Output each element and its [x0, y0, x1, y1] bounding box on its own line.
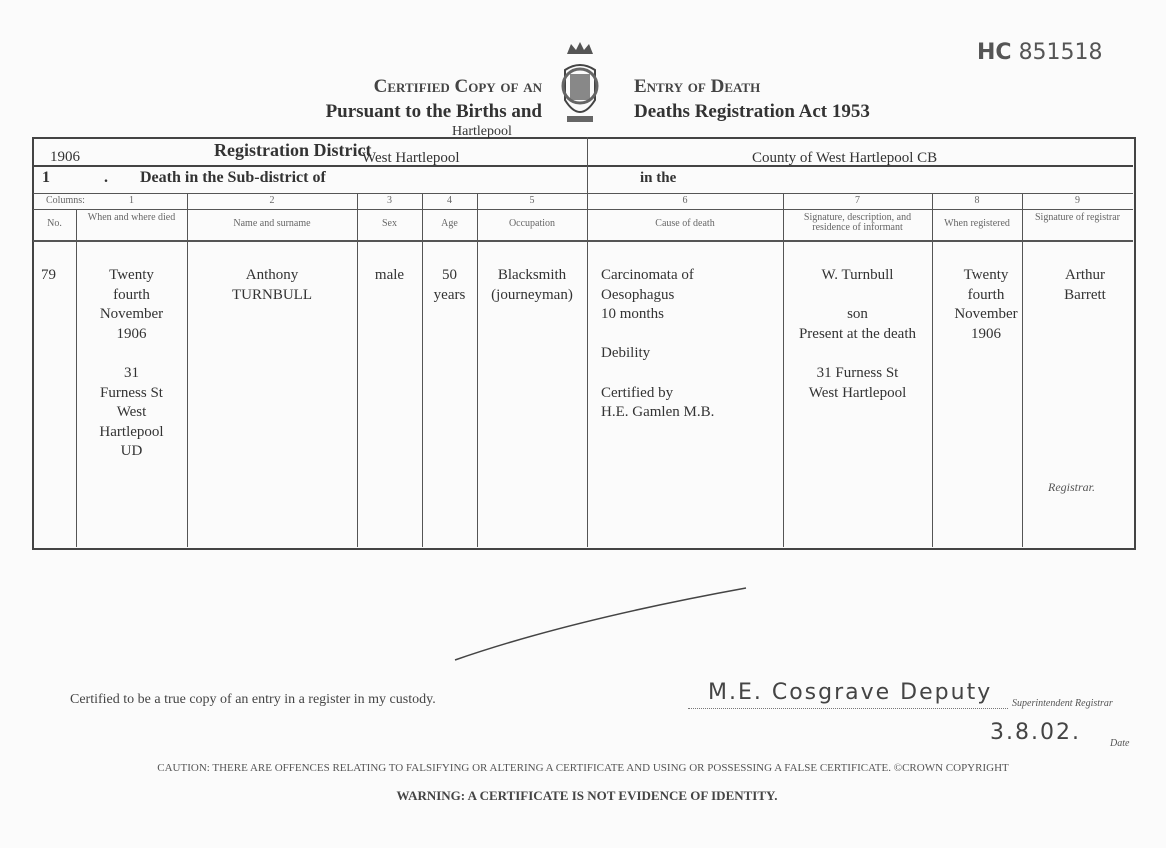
informant-line: W. Turnbull: [821, 267, 894, 283]
entry-no: 79: [41, 267, 56, 283]
cancellation-stroke: [454, 587, 747, 661]
when_where-line: 31: [124, 364, 139, 381]
registration-district-label: Registration District: [214, 140, 372, 160]
warning-text: WARNING: A CERTIFICATE IS NOT EVIDENCE O…: [396, 788, 778, 803]
registered-line: fourth: [967, 286, 1005, 303]
col-no-head: No.: [47, 218, 62, 229]
cause-line: H.E. Gamlen M.B.: [601, 404, 715, 421]
registrar-label: Registrar.: [1048, 480, 1096, 494]
superintendent-signature: M.E. Cosgrave Deputy: [708, 680, 993, 705]
column-number-7: 7: [855, 195, 860, 206]
cause-line: Carcinomata of: [601, 267, 694, 283]
register-table: [32, 137, 1136, 550]
column-number-4: 4: [447, 195, 452, 206]
registration-district-value: West Hartlepool: [362, 150, 460, 166]
cause-of-death: Carcinomata of Oesophagus 10 months Debilit…: [601, 266, 781, 423]
column-head-7: Signature, description, and residence of…: [803, 212, 912, 233]
informant-line: Present at the death: [798, 325, 917, 342]
registered-line: 1906: [971, 325, 1001, 342]
occupation-line: (journeyman): [491, 286, 573, 303]
when_where-line: Hartlepool: [99, 423, 164, 440]
column-number-9: 9: [1075, 195, 1080, 206]
entry-number-header: 1: [42, 169, 50, 186]
cause-line: [601, 325, 781, 345]
informant-line: [783, 286, 932, 306]
cause-line: 10 months: [601, 306, 664, 323]
column-head-6: Cause of death: [655, 218, 715, 229]
serial-number: HC 851518: [977, 40, 1103, 65]
superintendent-title: Superintendent Registrar: [1012, 698, 1113, 709]
registrar-line: Barrett: [1064, 286, 1106, 303]
sub-district-label: Death in the Sub-district of: [140, 169, 326, 186]
when_where-line: [76, 344, 187, 364]
date-label: Date: [1110, 738, 1130, 749]
age-line: years: [433, 286, 466, 303]
serial-value: 851518: [1018, 40, 1103, 65]
column-head-8: When registered: [944, 218, 1010, 229]
cause-line: [601, 364, 781, 384]
informant-line: son: [847, 306, 868, 323]
registrar-signature: Arthur Barrett: [1040, 266, 1130, 305]
dot: .: [104, 169, 108, 186]
registered-line: Twenty: [963, 267, 1009, 283]
caution-text: CAUTION: THERE ARE OFFENCES RELATING TO …: [157, 762, 1009, 774]
district-above: Hartlepool: [452, 124, 512, 139]
column-head-1: When and where died: [87, 212, 176, 223]
name-line: Anthony: [245, 267, 299, 283]
when-registered: Twenty fourth November 1906: [932, 266, 1040, 344]
informant: W. Turnbull son Present at the death 31 Fur…: [783, 266, 932, 403]
column-head-9: Signature of registrar: [1035, 212, 1120, 223]
when_where-line: West: [116, 404, 147, 421]
occupation: Blacksmith (journeyman): [477, 266, 587, 305]
sex: male: [374, 267, 405, 283]
in-the-label: in the: [640, 170, 677, 186]
column-number-8: 8: [974, 195, 980, 206]
column-head-5: Occupation: [508, 218, 556, 229]
when_where-line: Twenty: [109, 267, 154, 283]
cause-line: Debility: [601, 345, 651, 362]
certificate-date: 3.8.02.: [990, 720, 1081, 745]
registrar-line: Arthur: [1065, 267, 1105, 283]
column-number-6: 6: [682, 195, 688, 206]
when_where-line: fourth: [113, 286, 150, 303]
column-head-4: Age: [441, 218, 458, 229]
name-line: TURNBULL: [232, 286, 312, 303]
cause-line: Oesophagus: [601, 286, 675, 303]
serial-prefix: HC: [977, 40, 1012, 65]
age: 50 years: [422, 266, 477, 305]
name-surname: Anthony TURNBULL: [187, 266, 357, 305]
informant-line: 31 Furness St: [816, 364, 899, 381]
column-number-1: 1: [129, 195, 134, 206]
column-number-3: 3: [387, 195, 392, 206]
title-right-1: Entry of Death: [634, 76, 761, 97]
cause-line: Certified by: [601, 384, 674, 401]
year: 1906: [50, 149, 80, 165]
informant-line: West Hartlepool: [808, 384, 907, 401]
county: County of West Hartlepool CB: [752, 150, 938, 166]
when_where-line: Furness St: [100, 384, 163, 401]
when_where-line: 1906: [116, 325, 147, 342]
column-head-2: Name and surname: [233, 218, 311, 229]
informant-line: [783, 344, 932, 364]
crest-icon: [561, 42, 599, 122]
registered-line: November: [954, 306, 1018, 323]
columns-label: Columns:: [46, 195, 85, 206]
column-number-2: 2: [269, 195, 275, 206]
certification-text: Certified to be a true copy of an entry …: [70, 692, 436, 707]
title-right-2: Deaths Registration Act 1953: [634, 101, 870, 122]
age-line: 50: [442, 267, 457, 283]
when_where-line: UD: [120, 443, 143, 460]
when-where-died: Twenty fourth November 1906 31 Furness St West…: [76, 266, 187, 462]
column-number-5: 5: [529, 195, 535, 206]
title-left-1: Certified Copy of an: [373, 76, 542, 97]
occupation-line: Blacksmith: [497, 267, 567, 283]
when_where-line: November: [99, 306, 164, 323]
column-head-3: Sex: [382, 218, 397, 229]
title-left-2: Pursuant to the Births and: [325, 101, 542, 122]
